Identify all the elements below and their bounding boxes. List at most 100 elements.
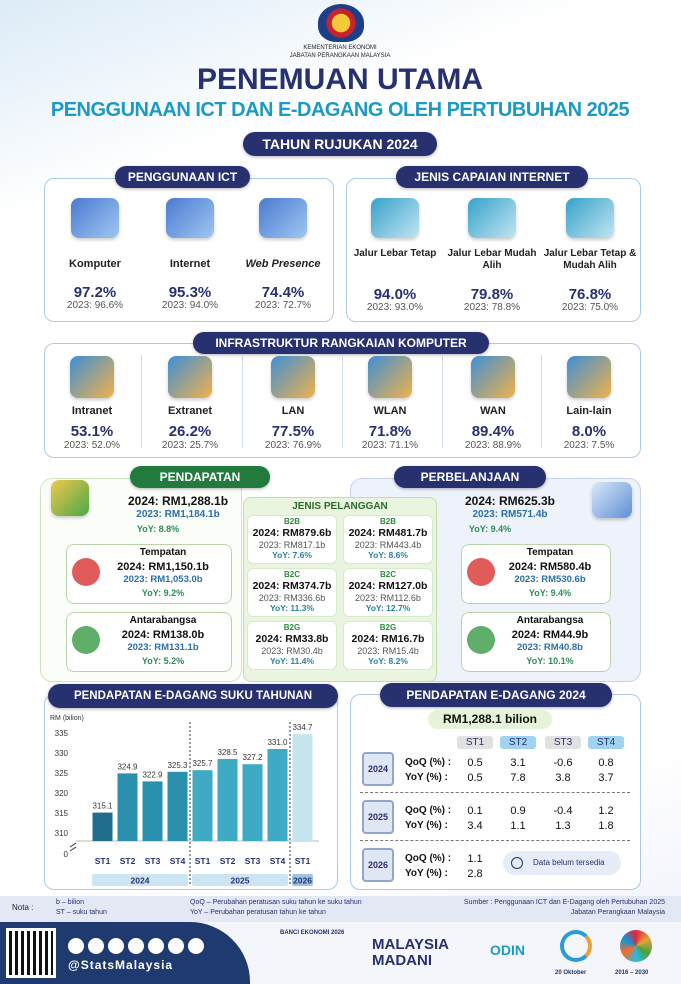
qr-code xyxy=(6,928,56,978)
customer-total: 2024: RM16.7b xyxy=(351,633,425,645)
item-label: Lain-lain xyxy=(566,405,612,417)
row-label: YoY (%) : xyxy=(405,868,448,879)
icon xyxy=(51,480,89,516)
logo-odin: ODIN xyxy=(490,942,525,958)
item-value: 94.0% xyxy=(373,286,417,303)
customer-cell xyxy=(343,515,433,564)
cell-value: 3.7 xyxy=(598,772,614,784)
y-tick-label: 325 xyxy=(55,769,69,778)
logo-sdg: 2016 – 2030 xyxy=(615,970,649,976)
icon xyxy=(168,356,212,398)
item-value: 8.0% xyxy=(571,423,607,440)
note: b – bilion xyxy=(56,899,85,906)
item-prev: 2023: 72.7% xyxy=(254,300,312,311)
ministry-line: KEMENTERIAN EKONOMI xyxy=(303,45,377,51)
group-label: Tempatan xyxy=(139,547,187,558)
row-label: QoQ (%) : xyxy=(405,853,452,864)
prev: 2023: RM1,184.1b xyxy=(136,509,220,520)
y-tick-label: 310 xyxy=(55,829,69,838)
item-prev: 2023: 76.9% xyxy=(264,440,322,451)
item-prev: 2023: 75.0% xyxy=(561,302,619,313)
customer-yoy: YoY: 11.3% xyxy=(269,603,315,613)
divider xyxy=(241,355,243,448)
value-label: 322.9 xyxy=(142,770,163,779)
icon xyxy=(166,198,214,238)
icon xyxy=(592,482,632,518)
source: Jabatan Perangkaan Malaysia xyxy=(570,909,665,916)
y-tick-label: 335 xyxy=(55,729,69,738)
item-value: 53.1% xyxy=(70,423,114,440)
section-title: PENDAPATAN xyxy=(130,466,270,488)
y-tick-label: 320 xyxy=(55,789,69,798)
x-tick-label: ST1 xyxy=(95,856,111,866)
customer-type: B2B xyxy=(283,517,300,526)
total-pill: RM1,288.1 bilion xyxy=(428,710,552,729)
section-title: PENDAPATAN E-DAGANG 2024 xyxy=(380,683,612,707)
group-label: Antarabangsa xyxy=(516,615,584,626)
y-axis-label: RM (bilion) xyxy=(50,715,84,722)
customers-title: JENIS PELANGGAN xyxy=(292,501,388,512)
item-value: 79.8% xyxy=(470,286,514,303)
customer-type: B2G xyxy=(283,623,301,632)
social-icon xyxy=(88,938,104,954)
cell-value: 1.8 xyxy=(598,820,614,832)
cell-value: 3.8 xyxy=(555,772,571,784)
total: 2024: RM625.3b xyxy=(464,494,556,508)
group-prev: 2023: RM1,053.0b xyxy=(123,574,203,585)
year-label: 2025 xyxy=(231,876,250,886)
cell-value: 1.3 xyxy=(555,820,571,832)
logo-date: 20 Oktober xyxy=(555,970,587,976)
x-tick-label: ST2 xyxy=(120,856,136,866)
cell-value: 0.9 xyxy=(510,805,526,817)
customer-cell xyxy=(343,621,433,670)
section-title: PENGGUNAAN ICT xyxy=(115,166,250,188)
cell-value: 1.1 xyxy=(510,820,526,832)
icon xyxy=(368,356,412,398)
item-prev: 2023: 52.0% xyxy=(63,440,121,451)
value-label: 325.3 xyxy=(167,761,188,770)
item-label: WAN xyxy=(480,405,506,417)
customer-prev: 2023: RM443.4b xyxy=(354,540,422,550)
item-prev: 2023: 71.1% xyxy=(361,440,419,451)
x-tick-label: ST3 xyxy=(245,856,261,866)
subtitle: PENGGUNAAN ICT DAN E-DAGANG OLEH PERTUBU… xyxy=(50,99,630,121)
reference-year: TAHUN RUJUKAN 2024 xyxy=(243,132,437,156)
icon xyxy=(566,198,614,238)
item-value: 95.3% xyxy=(168,284,212,301)
value-label: 331.0 xyxy=(267,738,288,747)
item-value: 26.2% xyxy=(168,423,212,440)
cell-value: 0.8 xyxy=(598,757,614,769)
calendar-icon xyxy=(362,752,394,786)
title: PENEMUAN UTAMA xyxy=(196,63,484,96)
customer-type: B2C xyxy=(379,570,396,579)
chart-title: PENDAPATAN E-DAGANG SUKU TAHUNAN xyxy=(48,684,338,708)
customer-prev: 2023: RM817.1b xyxy=(258,540,326,550)
info-icon xyxy=(511,857,523,869)
definition: QoQ – Perubahan peratusan suku tahun ke … xyxy=(190,899,362,906)
logo-madani: MADANI xyxy=(372,952,432,969)
icon xyxy=(371,198,419,238)
y-tick-label: 330 xyxy=(55,749,69,758)
x-tick-label: ST4 xyxy=(170,856,186,866)
x-tick-label: ST4 xyxy=(270,856,286,866)
x-tick-label: ST1 xyxy=(295,856,311,866)
bar xyxy=(142,781,163,841)
customer-total: 2024: RM481.7b xyxy=(348,527,428,539)
chart-card xyxy=(44,694,338,890)
item-value: 89.4% xyxy=(471,423,515,440)
customer-type: B2B xyxy=(379,517,396,526)
cell-value: 1.2 xyxy=(598,805,614,817)
bar xyxy=(267,749,288,841)
item-value: 77.5% xyxy=(271,423,315,440)
group-yoy: YoY: 9.4% xyxy=(528,588,572,598)
cell-value: 3.1 xyxy=(510,757,526,769)
divider xyxy=(441,355,443,448)
icon xyxy=(468,198,516,238)
customer-yoy: YoY: 7.6% xyxy=(272,550,312,560)
customer-yoy: YoY: 8.6% xyxy=(368,550,408,560)
social-icon xyxy=(168,938,184,954)
icon xyxy=(271,356,315,398)
year-tag xyxy=(92,874,188,886)
value-label: 327.2 xyxy=(242,753,263,762)
